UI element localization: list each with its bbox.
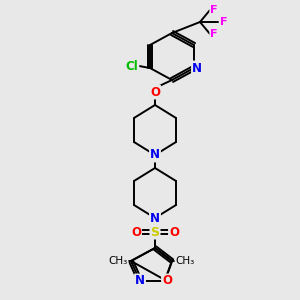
Text: N: N	[135, 274, 145, 287]
Text: N: N	[150, 148, 160, 161]
Text: O: O	[162, 274, 172, 287]
Text: Cl: Cl	[126, 59, 138, 73]
Text: F: F	[220, 17, 228, 27]
Text: O: O	[131, 226, 141, 238]
Text: N: N	[150, 212, 160, 224]
Text: O: O	[150, 85, 160, 98]
Text: CH₃: CH₃	[108, 256, 128, 266]
Text: F: F	[210, 5, 218, 15]
Text: O: O	[169, 226, 179, 238]
Text: N: N	[192, 61, 202, 74]
Text: CH₃: CH₃	[176, 256, 195, 266]
Text: S: S	[151, 226, 160, 238]
Text: F: F	[210, 29, 218, 39]
